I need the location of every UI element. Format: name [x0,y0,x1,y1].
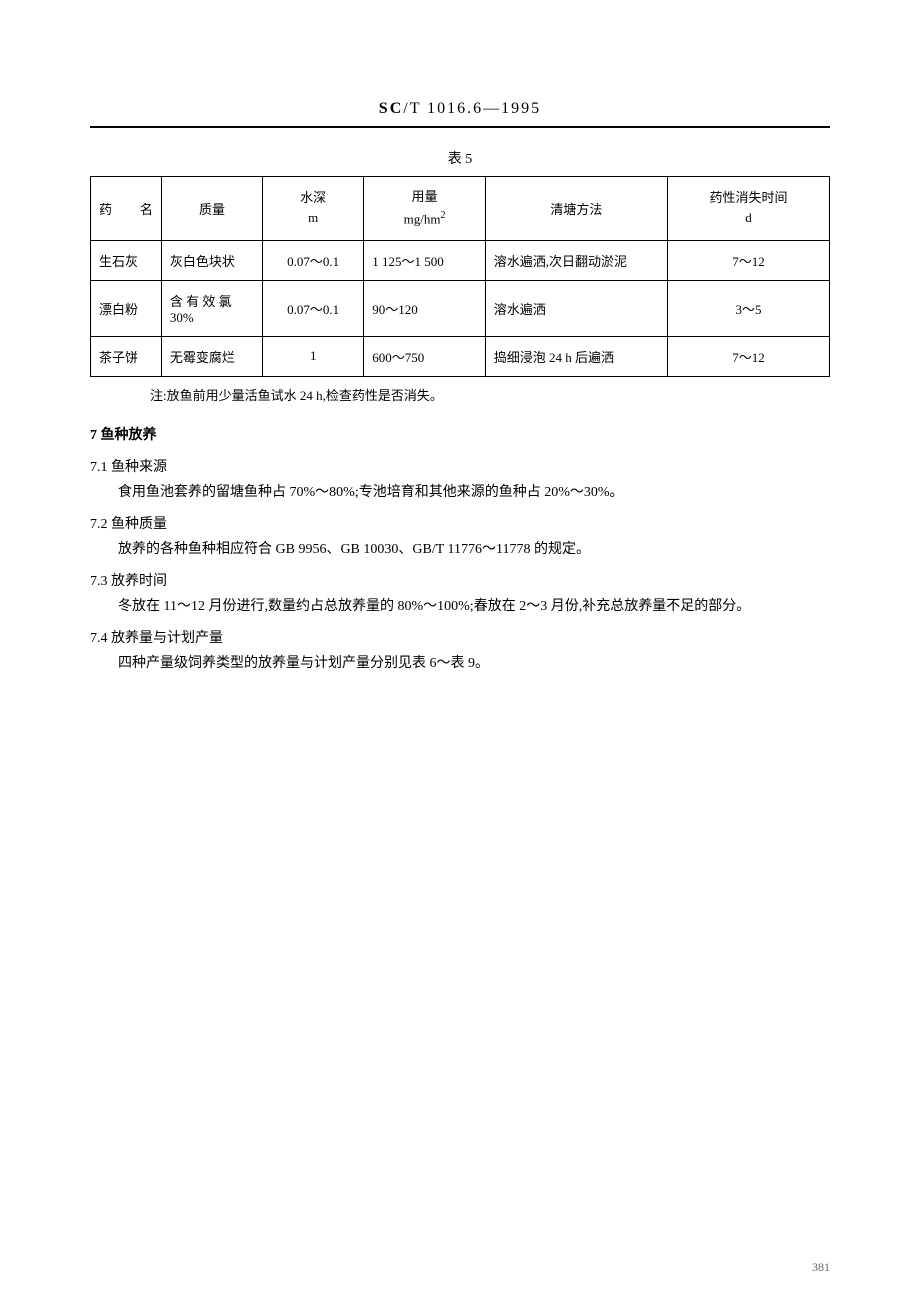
th-time: 药性消失时间 d [667,177,829,241]
cell-method: 捣细浸泡 24 h 后遍洒 [485,336,667,376]
subsection-7-2-body: 放养的各种鱼种相应符合 GB 9956、GB 10030、GB/T 11776～… [90,537,830,562]
th-time-unit: d [745,210,752,225]
cell-time: 7～12 [667,336,829,376]
subsection-7-1-body: 食用鱼池套养的留塘鱼种占 70%～80%;专池培育和其他来源的鱼种占 20%～3… [90,480,830,505]
header-prefix: SC [379,100,403,117]
subsection-7-2: 7.2 鱼种质量 放养的各种鱼种相应符合 GB 9956、GB 10030、GB… [90,513,830,562]
subsection-7-4-body: 四种产量级饲养类型的放养量与计划产量分别见表 6～表 9。 [90,651,830,676]
cell-name: 生石灰 [91,240,162,280]
cell-quality: 含 有 效 氯 30% [161,280,262,336]
cell-name: 漂白粉 [91,280,162,336]
page-number: 381 [812,1260,830,1275]
th-dose-sup: 2 [440,210,445,221]
th-quality: 质量 [161,177,262,241]
cell-dose: 600～750 [364,336,485,376]
subsection-7-4: 7.4 放养量与计划产量 四种产量级饲养类型的放养量与计划产量分别见表 6～表 … [90,627,830,676]
cell-name: 茶子饼 [91,336,162,376]
table-row: 茶子饼 无霉变腐烂 1 600～750 捣细浸泡 24 h 后遍洒 7～12 [91,336,830,376]
table-5-note: 注:放鱼前用少量活鱼试水 24 h,检查药性是否消失。 [150,385,830,404]
cell-depth: 1 [263,336,364,376]
th-name: 药 名 [91,177,162,241]
table-row: 漂白粉 含 有 效 氯 30% 0.07～0.1 90～120 溶水遍洒 3～5 [91,280,830,336]
document-header: SC/T 1016.6—1995 [90,100,830,128]
cell-time: 7～12 [667,240,829,280]
th-dose: 用量 mg/hm2 [364,177,485,241]
subsection-7-4-title: 7.4 放养量与计划产量 [90,627,830,647]
th-depth-label: 水深 [300,190,326,205]
table-5: 药 名 质量 水深 m 用量 mg/hm2 清塘方法 药性消失时间 d 生石灰 … [90,176,830,377]
header-rest: /T 1016.6—1995 [403,100,541,117]
cell-dose: 90～120 [364,280,485,336]
cell-quality: 灰白色块状 [161,240,262,280]
cell-method: 溶水遍洒 [485,280,667,336]
table-5-caption: 表 5 [90,148,830,168]
th-method: 清塘方法 [485,177,667,241]
cell-quality: 无霉变腐烂 [161,336,262,376]
subsection-7-3: 7.3 放养时间 冬放在 11～12 月份进行,数量约占总放养量的 80%～10… [90,570,830,619]
subsection-7-3-body: 冬放在 11～12 月份进行,数量约占总放养量的 80%～100%;春放在 2～… [90,594,830,619]
table-row: 生石灰 灰白色块状 0.07～0.1 1 125～1 500 溶水遍洒,次日翻动… [91,240,830,280]
th-dose-label: 用量 [412,189,438,204]
table-header-row: 药 名 质量 水深 m 用量 mg/hm2 清塘方法 药性消失时间 d [91,177,830,241]
section-7-heading: 7 鱼种放养 [90,424,830,444]
subsection-7-1: 7.1 鱼种来源 食用鱼池套养的留塘鱼种占 70%～80%;专池培育和其他来源的… [90,456,830,505]
table-5-body: 生石灰 灰白色块状 0.07～0.1 1 125～1 500 溶水遍洒,次日翻动… [91,240,830,376]
subsection-7-3-title: 7.3 放养时间 [90,570,830,590]
cell-method: 溶水遍洒,次日翻动淤泥 [485,240,667,280]
th-dose-unit: mg/hm [404,211,441,226]
th-depth-unit: m [308,210,318,225]
cell-depth: 0.07～0.1 [263,280,364,336]
subsection-7-1-title: 7.1 鱼种来源 [90,456,830,476]
subsection-7-2-title: 7.2 鱼种质量 [90,513,830,533]
cell-depth: 0.07～0.1 [263,240,364,280]
th-time-label: 药性消失时间 [709,190,787,205]
cell-time: 3～5 [667,280,829,336]
cell-dose: 1 125～1 500 [364,240,485,280]
th-depth: 水深 m [263,177,364,241]
